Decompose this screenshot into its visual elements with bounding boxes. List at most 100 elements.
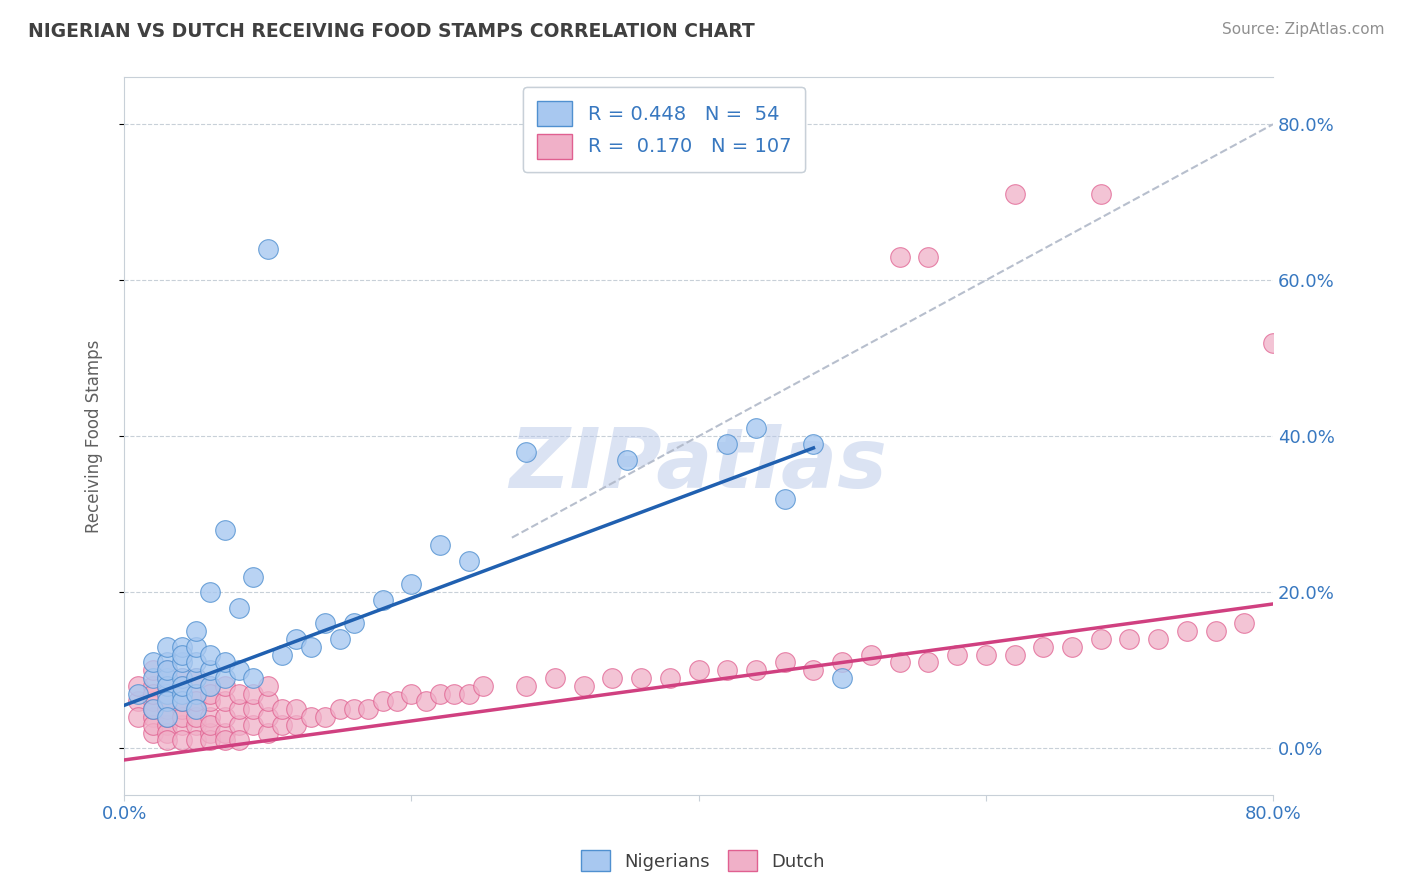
Point — [803, 437, 825, 451]
Point — [128, 687, 150, 701]
Point — [184, 702, 207, 716]
Point — [200, 648, 222, 662]
Point — [142, 725, 165, 739]
Point — [242, 671, 264, 685]
Point — [371, 694, 394, 708]
Point — [200, 710, 222, 724]
Point — [214, 671, 236, 685]
Point — [156, 679, 179, 693]
Point — [156, 671, 179, 685]
Point — [156, 702, 179, 716]
Text: NIGERIAN VS DUTCH RECEIVING FOOD STAMPS CORRELATION CHART: NIGERIAN VS DUTCH RECEIVING FOOD STAMPS … — [28, 22, 755, 41]
Point — [184, 733, 207, 747]
Point — [228, 600, 250, 615]
Text: ZIPatlas: ZIPatlas — [509, 425, 887, 506]
Point — [443, 687, 465, 701]
Point — [630, 671, 652, 685]
Point — [242, 718, 264, 732]
Point — [1233, 616, 1256, 631]
Point — [142, 718, 165, 732]
Point — [1090, 632, 1112, 646]
Point — [184, 718, 207, 732]
Point — [228, 702, 250, 716]
Point — [401, 687, 423, 701]
Point — [156, 694, 179, 708]
Point — [917, 656, 939, 670]
Point — [214, 725, 236, 739]
Point — [472, 679, 495, 693]
Point — [773, 656, 796, 670]
Point — [889, 656, 911, 670]
Point — [271, 702, 294, 716]
Point — [128, 710, 150, 724]
Point — [1261, 335, 1284, 350]
Point — [917, 250, 939, 264]
Point — [242, 569, 264, 583]
Point — [170, 640, 193, 654]
Point — [831, 656, 853, 670]
Point — [285, 702, 308, 716]
Point — [184, 687, 207, 701]
Point — [544, 671, 567, 685]
Point — [1090, 187, 1112, 202]
Point — [214, 523, 236, 537]
Point — [314, 616, 336, 631]
Point — [200, 694, 222, 708]
Point — [214, 656, 236, 670]
Point — [156, 694, 179, 708]
Y-axis label: Receiving Food Stamps: Receiving Food Stamps — [86, 340, 103, 533]
Point — [256, 242, 278, 256]
Point — [170, 733, 193, 747]
Point — [343, 616, 366, 631]
Point — [1004, 187, 1026, 202]
Point — [170, 679, 193, 693]
Point — [228, 663, 250, 677]
Point — [602, 671, 624, 685]
Point — [228, 733, 250, 747]
Point — [214, 679, 236, 693]
Point — [314, 710, 336, 724]
Point — [142, 694, 165, 708]
Point — [156, 679, 179, 693]
Point — [200, 687, 222, 701]
Point — [228, 687, 250, 701]
Point — [256, 710, 278, 724]
Point — [616, 452, 638, 467]
Point — [299, 640, 322, 654]
Point — [457, 554, 479, 568]
Point — [214, 733, 236, 747]
Point — [184, 640, 207, 654]
Point — [385, 694, 408, 708]
Point — [142, 687, 165, 701]
Point — [200, 733, 222, 747]
Point — [285, 632, 308, 646]
Point — [170, 687, 193, 701]
Point — [803, 663, 825, 677]
Point — [142, 671, 165, 685]
Point — [228, 718, 250, 732]
Point — [142, 656, 165, 670]
Point — [214, 694, 236, 708]
Point — [271, 648, 294, 662]
Point — [429, 687, 451, 701]
Point — [745, 663, 768, 677]
Point — [128, 679, 150, 693]
Point — [170, 694, 193, 708]
Point — [515, 445, 537, 459]
Point — [716, 437, 738, 451]
Point — [184, 671, 207, 685]
Point — [214, 710, 236, 724]
Point — [156, 640, 179, 654]
Point — [156, 671, 179, 685]
Point — [170, 671, 193, 685]
Point — [170, 679, 193, 693]
Point — [156, 656, 179, 670]
Point — [271, 718, 294, 732]
Point — [170, 702, 193, 716]
Point — [200, 679, 222, 693]
Point — [429, 538, 451, 552]
Point — [658, 671, 681, 685]
Point — [184, 656, 207, 670]
Point — [1147, 632, 1170, 646]
Point — [170, 710, 193, 724]
